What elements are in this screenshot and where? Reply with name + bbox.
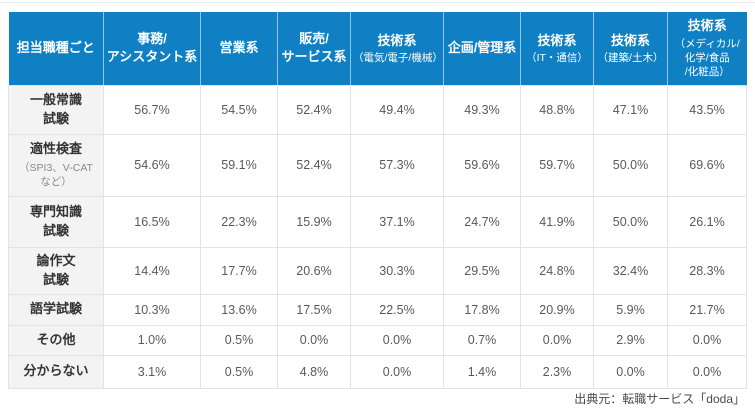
table-row: 適性検査 （SPI3、V-CAT など） 54.6% 59.1% 52.4% 57.3% 59… (8, 133, 747, 197)
value-cell: 49.4% (350, 84, 444, 135)
value-cell: 48.8% (520, 84, 594, 135)
value-cell: 59.7% (520, 133, 594, 197)
row-label: 一般常識 試験 (8, 84, 104, 135)
value-cell: 1.4% (443, 354, 521, 389)
table-header-row: 担当職種ごと 事務/アシスタント系 営業系 販売/サービス系 技術系 （電気/電子/機械）… (8, 12, 747, 85)
table-row: その他 1.0% 0.5% 0.0% 0.0% 0.7% 0.0% 2.9% 0.0% (8, 324, 747, 356)
value-cell: 5.9% (593, 293, 668, 326)
value-cell: 50.0% (593, 133, 668, 197)
value-cell: 43.5% (667, 84, 747, 135)
value-cell: 49.3% (443, 84, 521, 135)
value-cell: 13.6% (200, 293, 278, 326)
value-cell: 47.1% (593, 84, 668, 135)
table-row: 語学試験 10.3% 13.6% 17.5% 22.5% 17.8% 20.9% 5.9% 21… (8, 293, 747, 326)
source-note: 出典元：転職サービス「doda」 (574, 392, 745, 406)
value-cell: 69.6% (667, 133, 747, 197)
value-cell: 52.4% (277, 84, 351, 135)
value-cell: 50.0% (593, 195, 668, 248)
column-header: 技術系 （メディカル/化学/食品/化粧品） (667, 12, 747, 85)
value-cell: 24.7% (443, 195, 521, 248)
value-cell: 29.5% (443, 246, 521, 295)
value-cell: 22.3% (200, 195, 278, 248)
column-header: 販売/サービス系 (277, 12, 351, 85)
value-cell: 20.6% (277, 246, 351, 295)
value-cell: 54.5% (200, 84, 278, 135)
value-cell: 10.3% (103, 293, 201, 326)
value-cell: 3.1% (103, 354, 201, 389)
value-cell: 2.9% (593, 324, 668, 356)
value-cell: 0.5% (200, 324, 278, 356)
value-cell: 30.3% (350, 246, 444, 295)
value-cell: 0.0% (350, 324, 444, 356)
value-cell: 28.3% (667, 246, 747, 295)
value-cell: 57.3% (350, 133, 444, 197)
value-cell: 14.4% (103, 246, 201, 295)
column-header: 技術系 （建築/土木） (593, 12, 668, 85)
value-cell: 4.8% (277, 354, 351, 389)
value-cell: 17.7% (200, 246, 278, 295)
value-cell: 54.6% (103, 133, 201, 197)
value-cell: 16.5% (103, 195, 201, 248)
value-cell: 56.7% (103, 84, 201, 135)
row-label: 適性検査 （SPI3、V-CAT など） (8, 133, 104, 197)
row-label: 分からない (8, 354, 104, 389)
table-row: 一般常識 試験 56.7% 54.5% 52.4% 49.4% 49.3% 48.8% 47.1… (8, 84, 747, 135)
value-cell: 0.0% (277, 324, 351, 356)
value-cell: 0.0% (520, 324, 594, 356)
column-header: 営業系 (200, 12, 278, 85)
value-cell: 17.8% (443, 293, 521, 326)
column-header: 事務/アシスタント系 (103, 12, 201, 85)
value-cell: 0.0% (593, 354, 668, 389)
exam-by-job-category-table: 担当職種ごと 事務/アシスタント系 営業系 販売/サービス系 技術系 （電気/電子/機械）… (8, 12, 747, 389)
top-divider (0, 2, 755, 3)
row-label: 論作文 試験 (8, 246, 104, 295)
table-row: 分からない 3.1% 0.5% 4.8% 0.0% 1.4% 2.3% 0.0% 0.0% (8, 354, 747, 389)
value-cell: 0.0% (350, 354, 444, 389)
column-header: 技術系 （電気/電子/機械） (350, 12, 444, 85)
value-cell: 32.4% (593, 246, 668, 295)
value-cell: 26.1% (667, 195, 747, 248)
row-label: 語学試験 (8, 293, 104, 326)
row-label: 専門知識 試験 (8, 195, 104, 248)
column-header: 企画/管理系 (443, 12, 521, 85)
value-cell: 1.0% (103, 324, 201, 356)
value-cell: 17.5% (277, 293, 351, 326)
value-cell: 15.9% (277, 195, 351, 248)
value-cell: 2.3% (520, 354, 594, 389)
value-cell: 59.6% (443, 133, 521, 197)
value-cell: 41.9% (520, 195, 594, 248)
column-header: 技術系 （IT・通信） (520, 12, 594, 85)
corner-header: 担当職種ごと (8, 12, 104, 85)
table-row: 専門知識 試験 16.5% 22.3% 15.9% 37.1% 24.7% 41.9% 50.0… (8, 195, 747, 248)
value-cell: 59.1% (200, 133, 278, 197)
value-cell: 0.7% (443, 324, 521, 356)
value-cell: 22.5% (350, 293, 444, 326)
value-cell: 0.0% (667, 354, 747, 389)
value-cell: 52.4% (277, 133, 351, 197)
value-cell: 20.9% (520, 293, 594, 326)
row-label: その他 (8, 324, 104, 356)
value-cell: 37.1% (350, 195, 444, 248)
table-row: 論作文 試験 14.4% 17.7% 20.6% 30.3% 29.5% 24.8% 32.4%… (8, 246, 747, 295)
value-cell: 0.5% (200, 354, 278, 389)
value-cell: 24.8% (520, 246, 594, 295)
value-cell: 21.7% (667, 293, 747, 326)
value-cell: 0.0% (667, 324, 747, 356)
